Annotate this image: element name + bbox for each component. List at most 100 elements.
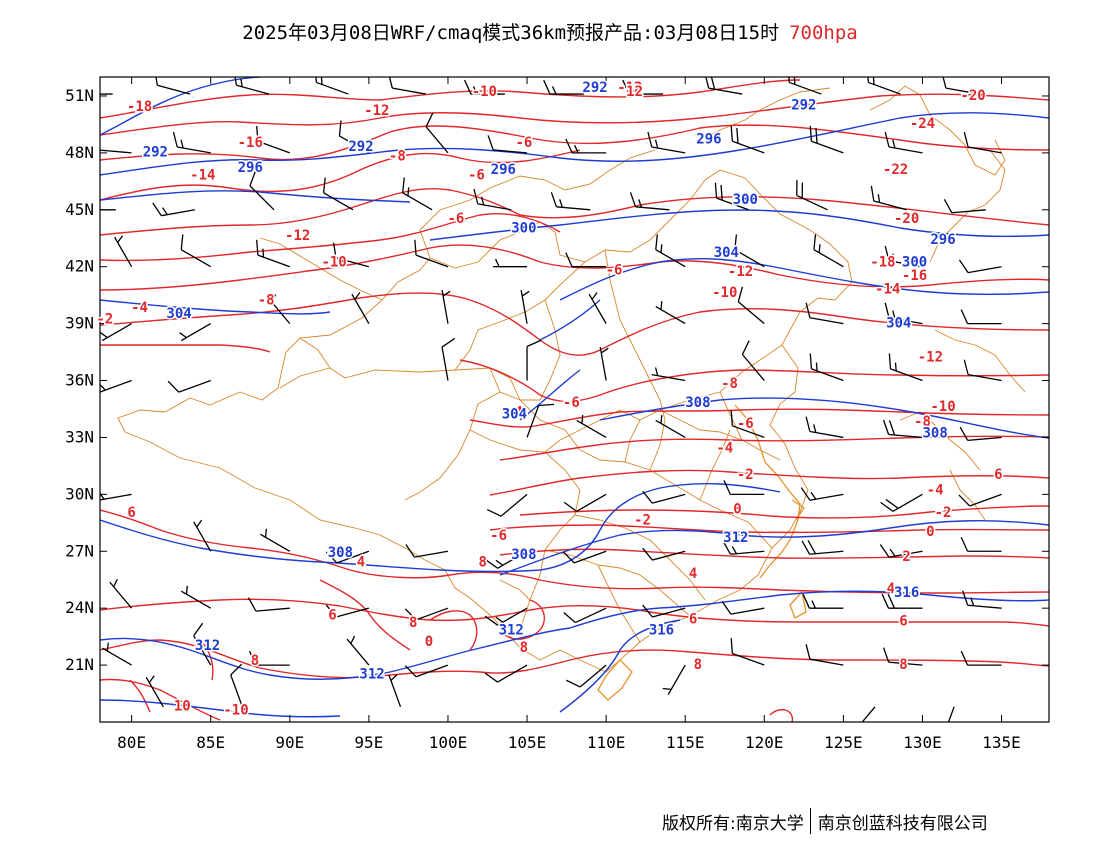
- wind-barb: [101, 642, 132, 666]
- wind-barb: [563, 550, 607, 564]
- wind-barb: [867, 77, 901, 95]
- wind-barb: [114, 235, 133, 268]
- wind-barb: [484, 607, 528, 626]
- wind-barb: [960, 650, 1002, 666]
- wind-barb: [805, 302, 844, 325]
- height-contour-label: 304: [714, 245, 739, 261]
- wind-barb: [152, 202, 196, 217]
- wind-barb: [484, 550, 528, 569]
- wind-barb: [741, 340, 765, 381]
- height-contour-label: 316: [894, 585, 919, 601]
- isotherm-label: 8: [520, 640, 528, 656]
- wind-barb: [734, 234, 765, 268]
- height-contour-label: 304: [166, 306, 191, 322]
- wind-barb: [721, 601, 765, 615]
- isotherm-label: -6: [490, 528, 507, 544]
- wind-barb: [737, 286, 765, 325]
- isotherm-label: -8: [721, 376, 738, 392]
- wind-barb: [879, 544, 923, 558]
- wind-barb: [550, 192, 591, 211]
- wind-barb: [714, 182, 749, 211]
- wind-barb: [655, 414, 686, 439]
- isotherm-label: 8: [694, 657, 702, 673]
- wind-barb: [655, 301, 686, 325]
- wind-barb: [642, 490, 686, 504]
- lon-label: 125E: [824, 733, 863, 752]
- wind-barb: [800, 487, 844, 501]
- wind-barb: [642, 547, 686, 561]
- wind-barb: [882, 647, 923, 666]
- height-contour-label: 292: [791, 97, 816, 113]
- wind-barb: [870, 185, 907, 211]
- wind-barb: [322, 177, 354, 211]
- wind-barb: [730, 638, 765, 666]
- wind-barb: [662, 664, 686, 695]
- wind-barb: [861, 706, 876, 722]
- lat-label: 42N: [65, 257, 94, 276]
- isotherm-label: -2: [634, 513, 651, 529]
- height-contour-label: 292: [582, 80, 607, 96]
- isotherm-label: -10: [321, 255, 346, 271]
- footer-separator: [809, 808, 811, 834]
- isotherm-label: 4: [887, 581, 895, 597]
- height-contour-label: 304: [502, 406, 527, 422]
- lat-label: 39N: [65, 314, 94, 333]
- wind-barb: [805, 644, 844, 666]
- wind-barb: [234, 77, 270, 95]
- wind-barb: [960, 309, 1002, 325]
- wind-barb: [325, 550, 370, 564]
- wind-barb: [256, 239, 291, 268]
- wind-barb: [230, 663, 243, 708]
- lon-label: 105E: [508, 733, 547, 752]
- wind-barb: [248, 650, 290, 666]
- isotherm-label: -6: [468, 167, 485, 183]
- temperature-labels: -18-16-14-12-10-8-4-2-12-10-8-6-6-6-6-12…: [95, 79, 1004, 720]
- wind-barb: [404, 664, 449, 678]
- wind-barb: [172, 131, 211, 154]
- wind-barb: [388, 674, 402, 708]
- wind-barb: [193, 622, 212, 666]
- isotherm-label: -6: [563, 395, 580, 411]
- copyright-text: 版权所有:南京大学: [662, 813, 804, 834]
- height-contour-label: 312: [723, 530, 748, 546]
- height-contour-label: 300: [511, 221, 536, 237]
- isotherm-label: -24: [910, 116, 935, 132]
- isotherm-label: -10: [223, 702, 248, 718]
- isotherm-label: 0: [733, 501, 741, 517]
- company-text: 南京创蓝科技有限公司: [817, 813, 988, 834]
- wind-barb: [145, 675, 164, 708]
- wind-barb: [588, 292, 607, 324]
- wind-barb: [705, 77, 743, 95]
- lat-label: 51N: [65, 86, 94, 105]
- wind-barb: [486, 493, 528, 517]
- wind-barb: [882, 419, 923, 439]
- lon-label: 130E: [903, 733, 942, 752]
- lon-label: 110E: [587, 733, 626, 752]
- height-contour-label: 300: [733, 192, 758, 208]
- isotherm-label: 0: [425, 634, 433, 650]
- isotherm-label: -8: [914, 414, 931, 430]
- wind-barb: [813, 234, 844, 268]
- wind-barb: [249, 171, 275, 211]
- wind-barb: [180, 585, 212, 609]
- wind-barb: [414, 239, 449, 268]
- isotherm-label: -10: [472, 84, 497, 100]
- lon-label: 115E: [666, 733, 705, 752]
- wind-barb: [346, 635, 370, 666]
- wind-barb: [325, 604, 370, 618]
- wind-barb: [109, 578, 133, 609]
- isotherm-label: -18: [870, 255, 895, 271]
- wind-barb: [441, 290, 451, 324]
- isotherm-label: 6: [994, 467, 1002, 483]
- wind-barb: [493, 258, 528, 268]
- height-contour-label: 296: [930, 232, 955, 248]
- wind-barb: [563, 607, 607, 624]
- plot-frame: [99, 76, 1050, 723]
- isotherm-label: 6: [127, 505, 135, 521]
- wind-barb: [100, 93, 113, 95]
- coastal-islands: [597, 404, 807, 701]
- isotherm-label: -2: [935, 505, 952, 521]
- wind-barb: [247, 597, 290, 612]
- lon-label: 85E: [196, 733, 225, 752]
